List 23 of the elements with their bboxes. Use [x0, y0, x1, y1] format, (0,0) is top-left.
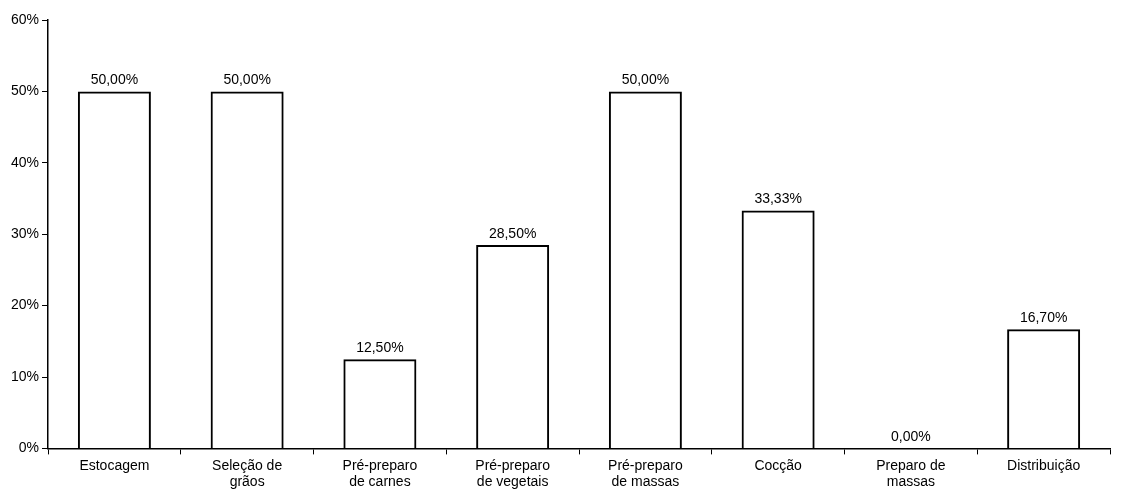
- x-tick-label: Pré-preparo de massas: [608, 456, 683, 490]
- x-tick-label: Preparo de massas: [876, 456, 946, 490]
- data-label: 50,00%: [223, 71, 271, 88]
- data-label: 33,33%: [754, 190, 802, 207]
- x-tick-label: Seleção de grãos: [212, 456, 283, 490]
- y-tick-label: 10%: [10, 367, 40, 384]
- data-label: 16,70%: [1019, 309, 1068, 326]
- data-label: 50,00%: [621, 71, 670, 88]
- data-label: 0,00%: [891, 428, 931, 445]
- y-tick-label: 50%: [10, 82, 40, 99]
- data-label: 12,50%: [356, 339, 404, 356]
- y-tick-label: 20%: [10, 296, 40, 313]
- x-tick-label: Cocção: [754, 456, 803, 473]
- x-tick-label: Distribuição: [1007, 456, 1081, 473]
- data-label: 28,50%: [488, 224, 537, 241]
- y-tick-label: 40%: [10, 153, 40, 170]
- x-tick-label: Pré-preparo de carnes: [342, 456, 418, 490]
- x-tick-label: Pré-preparo de vegetais: [475, 456, 551, 490]
- data-label: 50,00%: [90, 71, 139, 88]
- x-tick-label: Estocagem: [79, 456, 150, 473]
- y-tick-label: 60%: [10, 10, 40, 27]
- y-tick-label: 0%: [18, 439, 40, 456]
- y-tick-label: 30%: [10, 225, 40, 242]
